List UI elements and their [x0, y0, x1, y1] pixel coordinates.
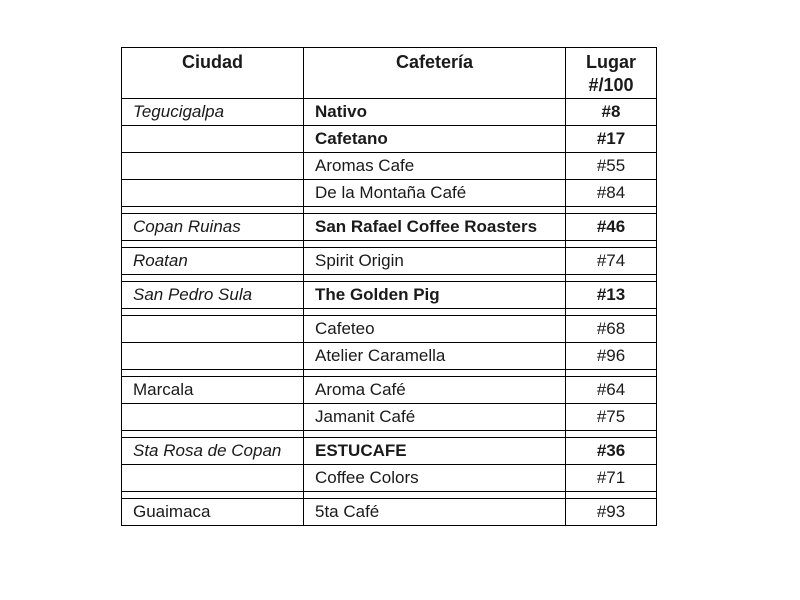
- table-row: San Pedro Sula The Golden Pig #13: [121, 281, 657, 309]
- column-header-ciudad: Ciudad: [121, 47, 304, 99]
- spacer-cell: [565, 491, 657, 499]
- spacer-row: [121, 491, 657, 499]
- rank-cell: #93: [565, 498, 657, 526]
- spacer-cell: [565, 369, 657, 377]
- spacer-row: [121, 430, 657, 438]
- spacer-row: [121, 206, 657, 214]
- header-row: Ciudad Cafetería Lugar #/100: [121, 47, 657, 99]
- table-row: De la Montaña Café #84: [121, 179, 657, 207]
- cafeteria-cell: Cafeteo: [303, 315, 566, 343]
- rank-cell: #71: [565, 464, 657, 492]
- column-header-lugar: Lugar #/100: [565, 47, 657, 99]
- spacer-cell: [565, 206, 657, 214]
- city-cell: [121, 179, 304, 207]
- city-cell: Marcala: [121, 376, 304, 404]
- cafeteria-cell: The Golden Pig: [303, 281, 566, 309]
- table-row: Marcala Aroma Café #64: [121, 376, 657, 404]
- rank-cell: #36: [565, 437, 657, 465]
- table-row: Tegucigalpa Nativo #8: [121, 98, 657, 126]
- spacer-cell: [303, 274, 566, 282]
- spacer-row: [121, 240, 657, 248]
- table-row: Guaimaca 5ta Café #93: [121, 498, 657, 526]
- spacer-row: [121, 308, 657, 316]
- rank-cell: #46: [565, 213, 657, 241]
- rank-cell: #96: [565, 342, 657, 370]
- table-row: Sta Rosa de Copan ESTUCAFE #36: [121, 437, 657, 465]
- cafeteria-cell: ESTUCAFE: [303, 437, 566, 465]
- spacer-row: [121, 369, 657, 377]
- cafeteria-cell: Aroma Café: [303, 376, 566, 404]
- spacer-cell: [121, 274, 304, 282]
- cafeteria-cell: Atelier Caramella: [303, 342, 566, 370]
- table-row: Atelier Caramella #96: [121, 342, 657, 370]
- column-header-cafeteria: Cafetería: [303, 47, 566, 99]
- city-cell: [121, 342, 304, 370]
- spacer-cell: [121, 308, 304, 316]
- spacer-cell: [303, 491, 566, 499]
- city-cell: Sta Rosa de Copan: [121, 437, 304, 465]
- city-cell: [121, 403, 304, 431]
- rank-cell: #55: [565, 152, 657, 180]
- cafeteria-cell: De la Montaña Café: [303, 179, 566, 207]
- cafeteria-cell: Aromas Cafe: [303, 152, 566, 180]
- spacer-cell: [303, 369, 566, 377]
- table-row: Copan Ruinas San Rafael Coffee Roasters #4…: [121, 213, 657, 241]
- cafeteria-cell: Spirit Origin: [303, 247, 566, 275]
- rank-cell: #75: [565, 403, 657, 431]
- table-row: Jamanit Café #75: [121, 403, 657, 431]
- table-header: Ciudad Cafetería Lugar #/100: [121, 47, 657, 99]
- spacer-cell: [565, 240, 657, 248]
- table-row: Cafetano #17: [121, 125, 657, 153]
- table-row: Coffee Colors #71: [121, 464, 657, 492]
- spacer-cell: [121, 491, 304, 499]
- cafeteria-cell: Jamanit Café: [303, 403, 566, 431]
- cafeteria-cell: Nativo: [303, 98, 566, 126]
- coffee-ranking-table: Ciudad Cafetería Lugar #/100 Tegucigalpa…: [121, 47, 657, 526]
- rank-cell: #13: [565, 281, 657, 309]
- city-cell: San Pedro Sula: [121, 281, 304, 309]
- spacer-cell: [121, 240, 304, 248]
- city-cell: [121, 464, 304, 492]
- table-row: Aromas Cafe #55: [121, 152, 657, 180]
- city-cell: Copan Ruinas: [121, 213, 304, 241]
- spacer-cell: [565, 274, 657, 282]
- rank-cell: #8: [565, 98, 657, 126]
- spacer-cell: [303, 240, 566, 248]
- city-cell: [121, 125, 304, 153]
- table-row: Cafeteo #68: [121, 315, 657, 343]
- spacer-cell: [303, 206, 566, 214]
- rank-cell: #64: [565, 376, 657, 404]
- table-body: Tegucigalpa Nativo #8 Cafetano #17 Aromas Caf…: [121, 98, 657, 526]
- rank-cell: #68: [565, 315, 657, 343]
- cafeteria-cell: San Rafael Coffee Roasters: [303, 213, 566, 241]
- spacer-cell: [303, 308, 566, 316]
- rank-cell: #74: [565, 247, 657, 275]
- rank-cell: #84: [565, 179, 657, 207]
- city-cell: [121, 315, 304, 343]
- rank-cell: #17: [565, 125, 657, 153]
- city-cell: [121, 152, 304, 180]
- cafeteria-cell: Coffee Colors: [303, 464, 566, 492]
- cafeteria-cell: 5ta Café: [303, 498, 566, 526]
- spacer-cell: [121, 369, 304, 377]
- city-cell: Tegucigalpa: [121, 98, 304, 126]
- spacer-cell: [303, 430, 566, 438]
- spacer-cell: [565, 308, 657, 316]
- spacer-cell: [565, 430, 657, 438]
- spacer-cell: [121, 430, 304, 438]
- city-cell: Guaimaca: [121, 498, 304, 526]
- table-row: Roatan Spirit Origin #74: [121, 247, 657, 275]
- cafeteria-cell: Cafetano: [303, 125, 566, 153]
- spacer-row: [121, 274, 657, 282]
- spacer-cell: [121, 206, 304, 214]
- city-cell: Roatan: [121, 247, 304, 275]
